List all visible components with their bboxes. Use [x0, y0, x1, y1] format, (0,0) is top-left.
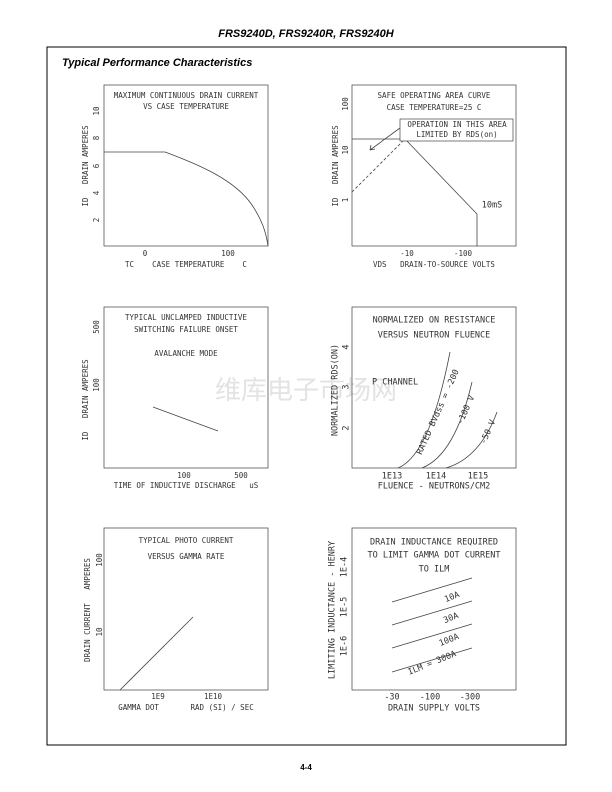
- graph-title: TYPICAL PHOTO CURRENT: [139, 536, 234, 545]
- section-title: Typical Performance Characteristics: [62, 57, 252, 69]
- y-tick-label: 500: [92, 320, 101, 334]
- x-tick-label: 1E14: [426, 472, 446, 482]
- x-axis-label: TIME OF INDUCTIVE DISCHARGE uS: [114, 481, 259, 490]
- y-axis-label: ID DRAIN AMPERES: [81, 125, 90, 207]
- x-axis-label: VDS DRAIN-TO-SOURCE VOLTS: [373, 260, 495, 269]
- annotation: P CHANNEL: [372, 378, 418, 388]
- y-tick-label: 6: [92, 163, 101, 168]
- plot-frame: [351, 527, 517, 691]
- y-tick-label: 8: [92, 135, 101, 140]
- y-tick-label: 10: [341, 145, 350, 155]
- arrow: [369, 127, 401, 151]
- graph-title: TO ILM: [419, 565, 450, 575]
- annotation-box: [399, 118, 514, 142]
- curve: [391, 577, 473, 673]
- y-tick-label: 10: [95, 627, 104, 637]
- x-tick-label: 100: [177, 471, 191, 480]
- plot-frame: [103, 84, 269, 247]
- annotation: ILM = 300A: [407, 649, 458, 677]
- graph-title: SAFE OPERATING AREA CURVE: [378, 91, 491, 100]
- watermark: 维库电子市场网: [215, 376, 397, 406]
- graph-title: AVALANCHE MODE: [154, 349, 218, 358]
- curve: [421, 381, 473, 469]
- graph-title: CASE TEMPERATURE=25 C: [387, 103, 482, 112]
- y-tick-label: 1E-6: [340, 636, 350, 656]
- annotation: 10mS: [482, 201, 502, 211]
- plot-frame: [351, 84, 517, 247]
- y-tick-label: 100: [95, 553, 104, 567]
- plot-frame: [103, 527, 269, 691]
- graph-title: VERSUS NEUTRON FLUENCE: [378, 331, 491, 341]
- y-axis-label: ID DRAIN AMPERES: [331, 125, 340, 207]
- y-tick-label: 1: [341, 198, 350, 203]
- curve: [352, 138, 478, 246]
- header: FRS9240D, FRS9240R, FRS9240H: [218, 28, 395, 40]
- curve: [351, 138, 406, 193]
- graph-title: SWITCHING FAILURE ONSET: [134, 325, 238, 334]
- x-axis-label: GAMMA DOT RAD (SI) / SEC: [118, 703, 253, 712]
- x-tick-label: -10: [400, 249, 414, 258]
- y-axis-label: LIMITING INDUCTANCE - HENRY: [328, 541, 338, 679]
- x-tick-label: -30: [384, 693, 399, 703]
- y-tick-label: 1E-5: [340, 597, 350, 617]
- annotation: 10A: [443, 590, 461, 605]
- x-tick-label: 100: [221, 249, 235, 258]
- x-tick-label: -100: [420, 693, 440, 703]
- x-tick-label: 1E10: [204, 692, 223, 701]
- footer: 4-4: [300, 763, 312, 772]
- x-tick-label: -100: [454, 249, 473, 258]
- x-tick-label: 0: [143, 249, 148, 258]
- x-tick-label: 1E15: [468, 472, 488, 482]
- x-axis-label: FLUENCE - NEUTRONS/CM2: [378, 482, 491, 492]
- y-tick-label: 4: [92, 190, 101, 195]
- y-axis-label: NORMALIZED RDS(ON): [331, 344, 341, 436]
- annotation: 30A: [442, 611, 460, 626]
- x-axis-label: TC CASE TEMPERATURE C: [125, 260, 247, 269]
- plot-frame: [351, 306, 517, 469]
- annotation: 100A: [438, 632, 461, 649]
- curve: [152, 406, 219, 432]
- annotation: -50 V: [479, 418, 499, 445]
- frame: [46, 46, 567, 746]
- y-axis-label: ID DRAIN AMPERES: [81, 359, 90, 441]
- annotation: RATED BVdss = -200: [415, 368, 462, 456]
- x-tick-label: 1E9: [151, 692, 165, 701]
- y-tick-label: 10: [92, 106, 101, 116]
- graph-title: TYPICAL UNCLAMPED INDUCTIVE: [125, 313, 247, 322]
- y-tick-label: 4: [342, 344, 352, 349]
- y-tick-label: 100: [92, 378, 101, 392]
- annotation: OPERATION IN THIS AREA: [407, 120, 507, 129]
- plot-frame: [103, 306, 269, 469]
- y-tick-label: 2: [92, 218, 101, 223]
- curve: [104, 151, 269, 247]
- y-axis-label: DRAIN CURRENT AMPERES: [83, 558, 92, 662]
- graph-title: MAXIMUM CONTINUOUS DRAIN CURRENT: [114, 91, 259, 100]
- y-tick-label: 2: [342, 425, 352, 430]
- graph-title: TO LIMIT GAMMA DOT CURRENT: [367, 551, 500, 561]
- graph-title: DRAIN INDUCTANCE REQUIRED: [370, 538, 498, 548]
- y-tick-label: 3: [342, 384, 352, 389]
- curve: [445, 411, 498, 469]
- graph-title: NORMALIZED ON RESISTANCE: [373, 316, 496, 326]
- annotation: LIMITED BY RDS(on): [416, 130, 497, 139]
- y-tick-label: 100: [341, 97, 350, 111]
- x-axis-label: DRAIN SUPPLY VOLTS: [388, 704, 480, 714]
- annotation: -100 V: [456, 394, 478, 426]
- curve: [397, 351, 451, 469]
- graph-title: VERSUS GAMMA RATE: [148, 552, 225, 561]
- x-tick-label: 500: [234, 471, 248, 480]
- curve: [119, 616, 194, 691]
- y-tick-label: 1E-4: [340, 557, 350, 577]
- x-tick-label: -300: [460, 693, 480, 703]
- graph-title: VS CASE TEMPERATURE: [143, 102, 229, 111]
- x-tick-label: 1E13: [382, 472, 402, 482]
